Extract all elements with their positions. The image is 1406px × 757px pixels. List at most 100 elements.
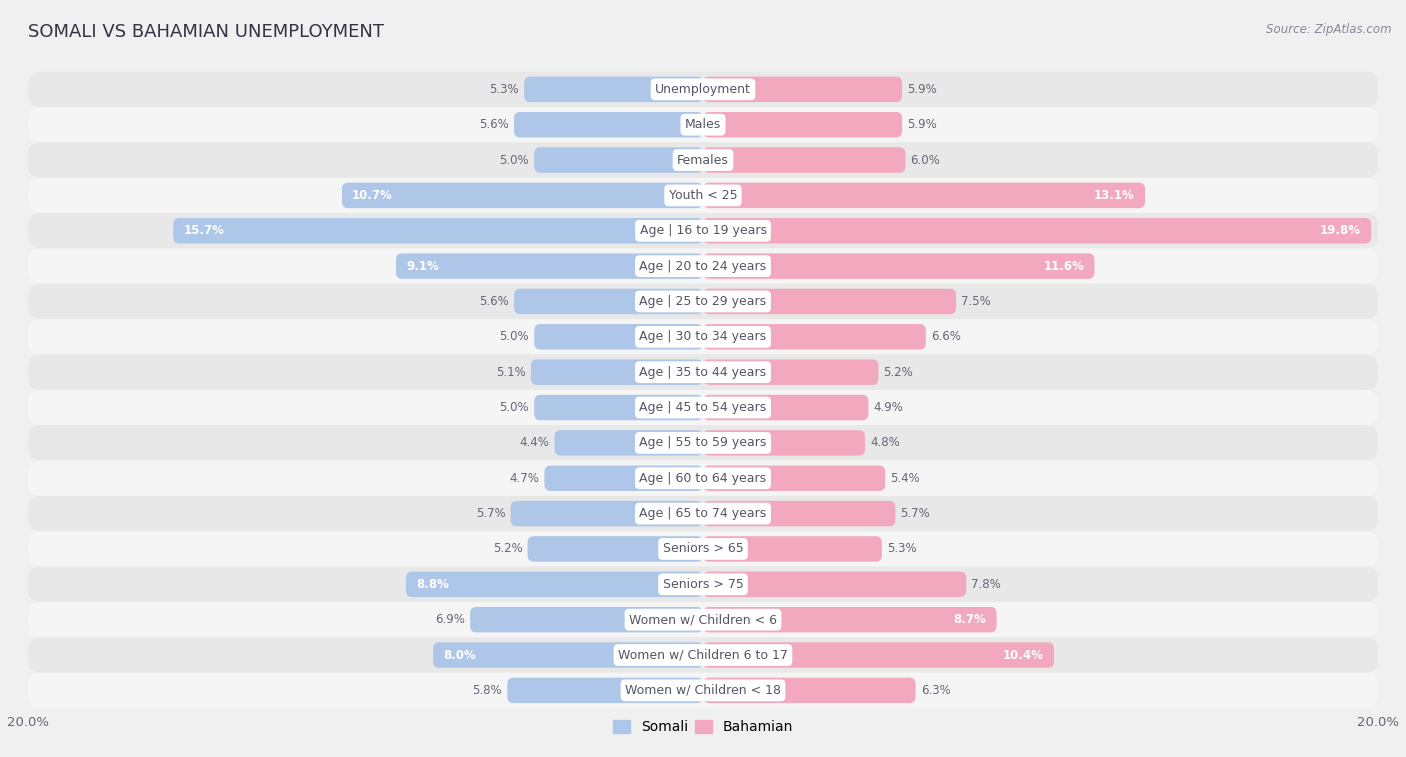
Text: 6.3%: 6.3% [921,684,950,697]
FancyBboxPatch shape [703,360,879,385]
Text: Unemployment: Unemployment [655,83,751,96]
Text: Women w/ Children < 6: Women w/ Children < 6 [628,613,778,626]
FancyBboxPatch shape [703,112,903,138]
FancyBboxPatch shape [28,567,1378,602]
FancyBboxPatch shape [534,395,703,420]
Text: 5.6%: 5.6% [479,295,509,308]
FancyBboxPatch shape [28,496,1378,531]
FancyBboxPatch shape [524,76,703,102]
FancyBboxPatch shape [703,76,903,102]
FancyBboxPatch shape [28,673,1378,708]
FancyBboxPatch shape [703,466,886,491]
FancyBboxPatch shape [703,642,1054,668]
Text: 10.4%: 10.4% [1002,649,1043,662]
Text: Age | 25 to 29 years: Age | 25 to 29 years [640,295,766,308]
Text: 11.6%: 11.6% [1043,260,1084,273]
Text: 10.7%: 10.7% [352,189,392,202]
Text: 4.7%: 4.7% [509,472,540,484]
Text: 7.8%: 7.8% [972,578,1001,590]
FancyBboxPatch shape [406,572,703,597]
FancyBboxPatch shape [703,678,915,703]
FancyBboxPatch shape [28,637,1378,673]
Text: Women w/ Children < 18: Women w/ Children < 18 [626,684,780,697]
FancyBboxPatch shape [534,148,703,173]
FancyBboxPatch shape [28,354,1378,390]
Text: Age | 16 to 19 years: Age | 16 to 19 years [640,224,766,237]
Text: Age | 65 to 74 years: Age | 65 to 74 years [640,507,766,520]
FancyBboxPatch shape [527,536,703,562]
Text: 7.5%: 7.5% [962,295,991,308]
Text: Age | 30 to 34 years: Age | 30 to 34 years [640,330,766,344]
FancyBboxPatch shape [510,501,703,526]
FancyBboxPatch shape [534,324,703,350]
FancyBboxPatch shape [28,107,1378,142]
Text: Females: Females [678,154,728,167]
Text: Seniors > 65: Seniors > 65 [662,543,744,556]
FancyBboxPatch shape [28,390,1378,425]
FancyBboxPatch shape [703,218,1371,244]
Text: Age | 20 to 24 years: Age | 20 to 24 years [640,260,766,273]
FancyBboxPatch shape [470,607,703,632]
Text: Age | 55 to 59 years: Age | 55 to 59 years [640,436,766,450]
FancyBboxPatch shape [28,248,1378,284]
FancyBboxPatch shape [703,430,865,456]
Text: 5.9%: 5.9% [907,118,936,131]
FancyBboxPatch shape [173,218,703,244]
FancyBboxPatch shape [28,284,1378,319]
Text: 5.0%: 5.0% [499,154,529,167]
FancyBboxPatch shape [396,254,703,279]
Text: 5.2%: 5.2% [492,543,523,556]
FancyBboxPatch shape [508,678,703,703]
FancyBboxPatch shape [703,572,966,597]
Text: Seniors > 75: Seniors > 75 [662,578,744,590]
FancyBboxPatch shape [703,182,1144,208]
Text: 5.7%: 5.7% [475,507,506,520]
Text: 5.8%: 5.8% [472,684,502,697]
Text: 8.7%: 8.7% [953,613,987,626]
FancyBboxPatch shape [544,466,703,491]
Text: 5.4%: 5.4% [890,472,920,484]
FancyBboxPatch shape [703,288,956,314]
FancyBboxPatch shape [703,324,925,350]
FancyBboxPatch shape [703,148,905,173]
Text: 6.0%: 6.0% [911,154,941,167]
Text: 5.2%: 5.2% [883,366,914,378]
Text: 4.4%: 4.4% [520,436,550,450]
FancyBboxPatch shape [28,72,1378,107]
FancyBboxPatch shape [28,460,1378,496]
FancyBboxPatch shape [703,607,997,632]
Text: 6.9%: 6.9% [436,613,465,626]
Text: 5.9%: 5.9% [907,83,936,96]
FancyBboxPatch shape [515,112,703,138]
Text: Age | 35 to 44 years: Age | 35 to 44 years [640,366,766,378]
Text: 8.8%: 8.8% [416,578,449,590]
Text: 5.0%: 5.0% [499,330,529,344]
Text: Youth < 25: Youth < 25 [669,189,737,202]
FancyBboxPatch shape [703,254,1094,279]
Text: SOMALI VS BAHAMIAN UNEMPLOYMENT: SOMALI VS BAHAMIAN UNEMPLOYMENT [28,23,384,41]
Text: 9.1%: 9.1% [406,260,439,273]
FancyBboxPatch shape [703,501,896,526]
Text: 4.8%: 4.8% [870,436,900,450]
Text: 8.0%: 8.0% [443,649,475,662]
FancyBboxPatch shape [28,425,1378,460]
Text: Age | 60 to 64 years: Age | 60 to 64 years [640,472,766,484]
FancyBboxPatch shape [554,430,703,456]
Text: 19.8%: 19.8% [1320,224,1361,237]
FancyBboxPatch shape [28,213,1378,248]
Text: 5.0%: 5.0% [499,401,529,414]
Text: 5.1%: 5.1% [496,366,526,378]
Text: Age | 45 to 54 years: Age | 45 to 54 years [640,401,766,414]
Text: 4.9%: 4.9% [873,401,903,414]
FancyBboxPatch shape [342,182,703,208]
Text: Source: ZipAtlas.com: Source: ZipAtlas.com [1267,23,1392,36]
Text: 5.7%: 5.7% [900,507,931,520]
Text: 5.6%: 5.6% [479,118,509,131]
FancyBboxPatch shape [515,288,703,314]
FancyBboxPatch shape [703,536,882,562]
Text: Males: Males [685,118,721,131]
FancyBboxPatch shape [28,319,1378,354]
Text: 6.6%: 6.6% [931,330,960,344]
Text: 5.3%: 5.3% [887,543,917,556]
FancyBboxPatch shape [28,531,1378,567]
